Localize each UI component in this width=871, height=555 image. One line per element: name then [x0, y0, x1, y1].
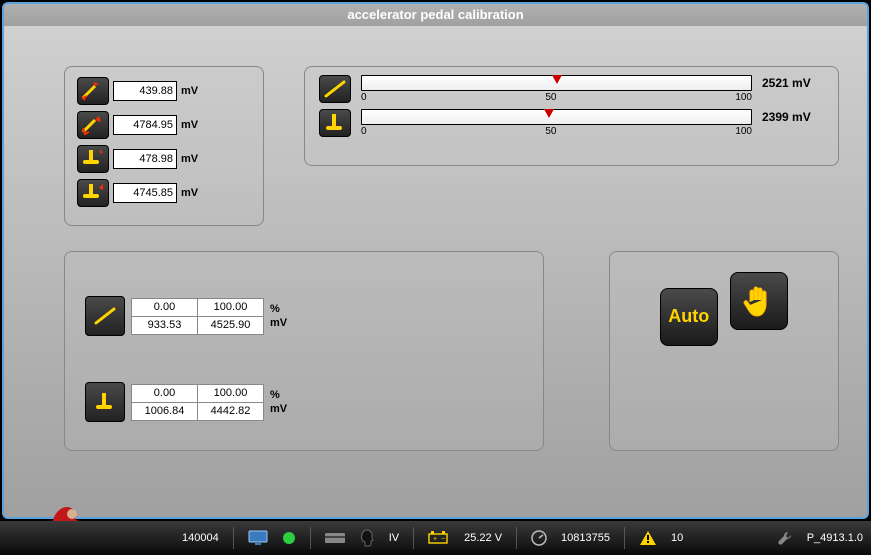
status-voltage: 25.22 V [464, 532, 502, 544]
reading-value: 439.88 [113, 81, 177, 101]
status-bar: 140004 IV +− 25.22 V 10813755 10 P_4913.… [0, 521, 871, 555]
auto-button-label: Auto [668, 306, 709, 327]
reading-value: 478.98 [113, 149, 177, 169]
status-version-value: P_4913.1.0 [807, 532, 863, 544]
slider-value-num: 2399 [762, 110, 789, 124]
warning-icon [639, 530, 657, 546]
reading-unit: mV [181, 119, 198, 131]
tick: 0 [361, 126, 367, 137]
slider-value-unit: mV [792, 76, 811, 90]
data-table: 0.00100.00 1006.844442.82 [131, 384, 264, 421]
cell: 0.00 [132, 384, 198, 402]
status-code: 140004 [182, 532, 219, 544]
slider-row: 0 50 100 2399 mV [319, 109, 824, 137]
slider-scale: 0 50 100 [361, 126, 752, 137]
svg-text:+: + [433, 536, 437, 543]
reading-value: 4745.85 [113, 183, 177, 203]
data-table: 0.00100.00 933.534525.90 [131, 298, 264, 335]
odometer-icon [531, 530, 547, 546]
reading-row: 478.98 mV [77, 145, 251, 173]
manual-button[interactable] [730, 272, 788, 330]
status-voltage-value: 25.22 V [464, 532, 502, 544]
status-warn-value: 10 [671, 532, 683, 544]
title-bar: accelerator pedal calibration [4, 4, 867, 26]
cell: 0.00 [132, 298, 198, 316]
cell: 100.00 [198, 298, 264, 316]
content-area: 439.88 mV 4784.95 mV 478.98 mV [4, 26, 867, 517]
unit: mV [270, 317, 287, 329]
needle-up-icon [77, 111, 109, 139]
pedal-down-icon [77, 145, 109, 173]
monitor-icon [248, 530, 268, 546]
pedal-icon [85, 382, 125, 422]
slider-scale: 0 50 100 [361, 92, 752, 103]
reading-unit: mV [181, 153, 198, 165]
unit: mV [270, 403, 287, 415]
reading-row: 439.88 mV [77, 77, 251, 105]
cell: 1006.84 [132, 402, 198, 420]
unit: % [270, 303, 287, 315]
table-block: 0.00100.00 1006.844442.82 % mV [85, 382, 287, 422]
page-title: accelerator pedal calibration [347, 7, 523, 22]
reading-unit: mV [181, 187, 198, 199]
slider-value: 2521 mV [762, 75, 824, 90]
slider-value: 2399 mV [762, 109, 824, 124]
unit: % [270, 389, 287, 401]
pedal-icon [319, 109, 351, 137]
needle-down-icon [77, 77, 109, 105]
tick: 0 [361, 92, 367, 103]
card-icon [325, 531, 345, 545]
reading-row: 4745.85 mV [77, 179, 251, 207]
slider-value-unit: mV [792, 110, 811, 124]
status-code-value: 140004 [182, 532, 219, 544]
status-counter-value: 10813755 [561, 532, 610, 544]
sliders-panel: 0 50 100 2521 mV [304, 66, 839, 166]
status-mode-value: IV [389, 532, 399, 544]
cell: 933.53 [132, 316, 198, 334]
cell: 4442.82 [198, 402, 264, 420]
tick: 50 [545, 92, 556, 103]
status-warn: 10 [671, 532, 683, 544]
auto-button[interactable]: Auto [660, 288, 718, 346]
tick: 50 [545, 126, 556, 137]
head-icon [359, 529, 375, 547]
slider-marker[interactable] [544, 109, 554, 118]
pedal-up-icon [77, 179, 109, 207]
unit-column: % mV [270, 389, 287, 415]
readings-panel: 439.88 mV 4784.95 mV 478.98 mV [64, 66, 264, 226]
table-block: 0.00100.00 933.534525.90 % mV [85, 296, 287, 336]
cell: 100.00 [198, 384, 264, 402]
line-icon [319, 75, 351, 103]
tick: 100 [735, 92, 752, 103]
cell: 4525.90 [198, 316, 264, 334]
battery-icon: +− [428, 531, 450, 545]
slider-value-num: 2521 [762, 76, 789, 90]
connection-icon [282, 531, 296, 545]
slider-track-wrap: 0 50 100 [361, 75, 752, 103]
slider-row: 0 50 100 2521 mV [319, 75, 824, 103]
unit-column: % mV [270, 303, 287, 329]
slider-track[interactable] [361, 109, 752, 125]
status-counter: 10813755 [561, 532, 610, 544]
hand-icon [738, 280, 780, 322]
status-mode: IV [389, 532, 399, 544]
reading-row: 4784.95 mV [77, 111, 251, 139]
slider-track-wrap: 0 50 100 [361, 109, 752, 137]
status-version: P_4913.1.0 [807, 532, 863, 544]
mode-panel: Auto [609, 251, 839, 451]
tick: 100 [735, 126, 752, 137]
tool-icon [777, 530, 793, 546]
app-window: accelerator pedal calibration 439.88 mV … [2, 2, 869, 519]
tables-panel: 0.00100.00 933.534525.90 % mV 0.00100.00… [64, 251, 544, 451]
slider-track[interactable] [361, 75, 752, 91]
line-icon [85, 296, 125, 336]
slider-marker[interactable] [552, 75, 562, 84]
svg-text:−: − [441, 536, 445, 543]
reading-unit: mV [181, 85, 198, 97]
button-row: Auto [620, 262, 828, 350]
reading-value: 4784.95 [113, 115, 177, 135]
